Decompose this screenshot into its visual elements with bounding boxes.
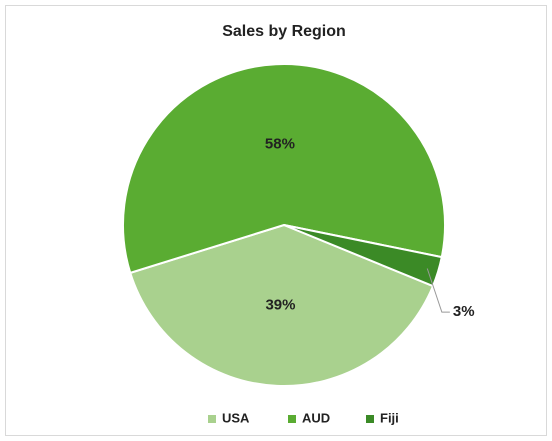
legend-label: AUD: [302, 410, 330, 425]
data-label: 3%: [453, 303, 475, 320]
legend-swatch: [366, 415, 374, 423]
pie-slice: [122, 63, 446, 275]
pie-slice: [129, 223, 435, 387]
legend-label: USA: [222, 410, 250, 425]
leader-line: [426, 268, 450, 313]
legend-swatch: [208, 415, 216, 423]
chart-title: Sales by Region: [222, 23, 346, 40]
legend-swatch: [288, 415, 296, 423]
data-label: 39%: [265, 296, 295, 313]
data-label: 58%: [265, 136, 295, 153]
legend-label: Fiji: [380, 410, 399, 425]
